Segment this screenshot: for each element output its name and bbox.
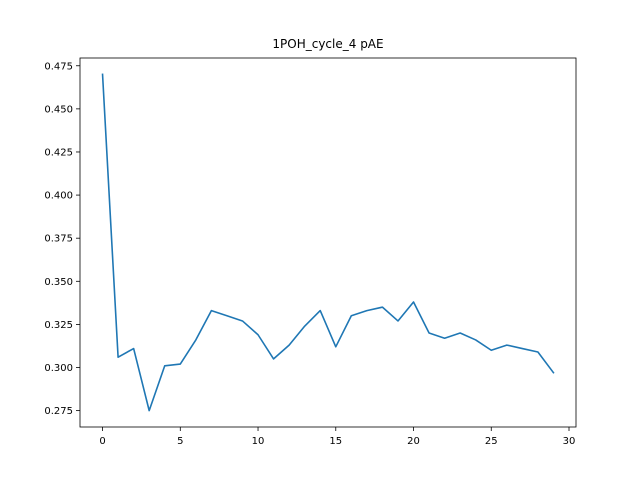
y-tick-label: 0.475 bbox=[44, 61, 73, 72]
y-tick-label: 0.275 bbox=[44, 406, 73, 417]
y-tick-label: 0.375 bbox=[44, 234, 73, 245]
x-tick-label: 30 bbox=[563, 436, 576, 447]
x-tick-label: 25 bbox=[485, 436, 498, 447]
x-tick-label: 10 bbox=[252, 436, 265, 447]
x-tick-label: 5 bbox=[177, 436, 183, 447]
y-tick-label: 0.300 bbox=[44, 363, 73, 374]
y-tick-label: 0.350 bbox=[44, 277, 73, 288]
chart-title: 1POH_cycle_4 pAE bbox=[272, 37, 383, 51]
y-tick-label: 0.425 bbox=[44, 147, 73, 158]
y-tick-label: 0.325 bbox=[44, 320, 73, 331]
x-tick-label: 20 bbox=[407, 436, 420, 447]
plot-frame bbox=[79, 57, 577, 428]
y-tick-label: 0.400 bbox=[44, 191, 73, 202]
series-line-0 bbox=[101, 73, 555, 412]
y-tick-label: 0.450 bbox=[44, 104, 73, 115]
x-tick-label: 15 bbox=[329, 436, 342, 447]
x-tick-label: 0 bbox=[99, 436, 105, 447]
